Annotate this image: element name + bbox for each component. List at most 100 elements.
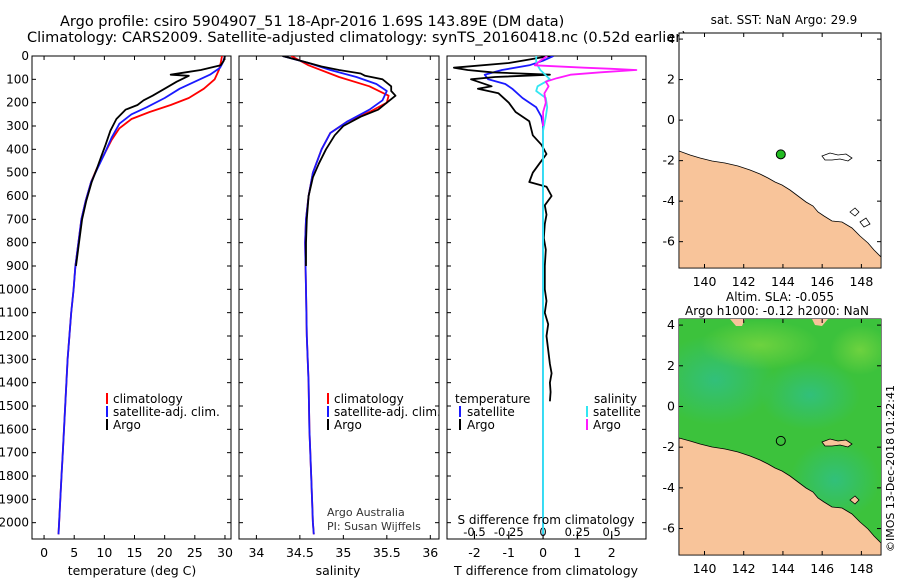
x-tick-label: -1 xyxy=(503,545,515,560)
salinity-legend: climatology satellite-adj. clim. Argo xyxy=(327,392,441,432)
imos-credit: ©IMOS 13-Dec-2018 01:22:41 xyxy=(884,385,897,552)
map-x-tick-label: 144 xyxy=(771,561,795,576)
map-y-tick-label: -4 xyxy=(663,480,676,495)
y-tick-label: 1400 xyxy=(0,376,29,390)
y-tick-label: 1200 xyxy=(0,329,29,343)
x2-tick-label: -0.25 xyxy=(494,525,524,539)
map-x-tick-label: 142 xyxy=(732,561,756,576)
difference-xlabel: T difference from climatology xyxy=(453,563,639,578)
map-bottom-content xyxy=(679,319,881,555)
difference-legend: temperature satellite Argo salinity sate… xyxy=(455,392,641,432)
owner-line-2: PI: Susan Wijffels xyxy=(327,520,421,533)
title-line-2: Climatology: CARS2009. Satellite-adjuste… xyxy=(27,30,687,46)
map-x-tick-label: 146 xyxy=(810,561,834,576)
y-tick-label: 500 xyxy=(6,166,29,180)
salinity-plot-frame xyxy=(238,55,440,540)
map-y-tick-label: 2 xyxy=(667,72,675,87)
map-y-tick-label: -2 xyxy=(663,439,675,454)
legend-label-satellite: satellite-adj. clim. xyxy=(334,405,441,419)
argo-location-marker xyxy=(775,435,786,446)
map-y-tick-label: 0 xyxy=(667,112,675,127)
map-y-tick-label: -4 xyxy=(663,193,676,208)
map-bottom-island xyxy=(849,495,860,505)
series-salinity-satellite xyxy=(535,56,551,535)
x-tick-label: 5 xyxy=(70,545,78,560)
y-tick-label: 1500 xyxy=(0,399,29,413)
series-temperature-argo xyxy=(452,56,553,402)
y-tick-label: 1100 xyxy=(0,306,29,320)
x-tick-label: 1 xyxy=(573,545,581,560)
y-tick-label: 1600 xyxy=(0,422,29,436)
map-x-tick-label: 142 xyxy=(732,274,756,289)
map-y-tick-label: 4 xyxy=(667,317,675,332)
series-argo xyxy=(282,56,397,266)
y-tick-label: 1300 xyxy=(0,352,29,366)
y-tick-label: 100 xyxy=(6,72,29,86)
legend-label-temp-argo: Argo xyxy=(467,418,495,432)
x-tick-label: 10 xyxy=(96,545,112,560)
x-tick-label: 20 xyxy=(157,545,173,560)
map-bottom-island xyxy=(821,438,853,448)
sla-anomaly-high xyxy=(830,325,881,375)
y-tick-label: 900 xyxy=(6,259,29,273)
x-tick-label: 30 xyxy=(217,545,233,560)
map-y-tick-label: -2 xyxy=(663,153,675,168)
salinity-xlabel: salinity xyxy=(316,563,361,578)
map-x-tick-label: 146 xyxy=(810,274,834,289)
y-tick-label: 700 xyxy=(6,212,29,226)
legend-label-argo: Argo xyxy=(334,418,362,432)
legend-title-salinity: salinity xyxy=(594,392,637,406)
map-y-tick-label: 0 xyxy=(667,398,675,413)
legend-label-argo: Argo xyxy=(113,418,141,432)
legend-label-sal-satellite: satellite xyxy=(593,405,641,419)
x-tick-label: 0 xyxy=(40,545,48,560)
map-top-island xyxy=(859,217,871,228)
temperature-legend: climatology satellite-adj. clim. Argo xyxy=(106,392,220,432)
x-tick-label: 34 xyxy=(248,545,264,560)
x-tick-label: 35.5 xyxy=(373,545,401,560)
x-tick-label: 2 xyxy=(608,545,616,560)
map-x-tick-label: 140 xyxy=(693,274,717,289)
map-bottom-title-1: Altim. SLA: -0.055 xyxy=(726,290,834,304)
y-tick-label: 300 xyxy=(6,119,29,133)
sla-anomaly-low xyxy=(760,360,860,430)
x-tick-label: 15 xyxy=(127,545,143,560)
owner-line-1: Argo Australia xyxy=(327,506,405,519)
y-tick-label: 1800 xyxy=(0,469,29,483)
y-tick-label: 1000 xyxy=(0,282,29,296)
x2-tick-label: 0.25 xyxy=(565,525,591,539)
y-tick-label: 800 xyxy=(6,236,29,250)
map-y-tick-label: -6 xyxy=(663,234,676,249)
x-tick-label: 25 xyxy=(187,545,203,560)
x2-tick-label: -0.5 xyxy=(463,525,485,539)
series-argo xyxy=(75,56,226,267)
map-bottom-land xyxy=(679,437,881,555)
y-tick-label: 1900 xyxy=(0,492,29,506)
map-x-tick-label: 148 xyxy=(849,274,873,289)
temperature-plot-frame xyxy=(31,55,232,540)
map-x-tick-label: 140 xyxy=(693,561,717,576)
temperature-xlabel: temperature (deg C) xyxy=(68,563,197,578)
y-tick-label: 200 xyxy=(6,96,29,110)
legend-label-sal-argo: Argo xyxy=(593,418,621,432)
map-bottom-land-north xyxy=(730,319,745,326)
x-tick-label: 35 xyxy=(335,545,351,560)
map-top-island xyxy=(821,152,853,162)
map-x-tick-label: 144 xyxy=(771,274,795,289)
series-salinity-argo xyxy=(533,56,638,126)
legend-label-climatology: climatology xyxy=(113,392,183,406)
x-tick-label: 0 xyxy=(539,545,547,560)
map-x-tick-label: 148 xyxy=(849,561,873,576)
x-tick-label: 34.5 xyxy=(286,545,314,560)
map-y-tick-label: 2 xyxy=(667,358,675,373)
map-bottom-land-north xyxy=(812,319,828,326)
map-bottom-title-2: Argo h1000: -0.12 h2000: NaN xyxy=(685,304,869,318)
legend-label-climatology: climatology xyxy=(334,392,404,406)
legend-label-satellite: satellite-adj. clim. xyxy=(113,405,220,419)
y-tick-label: 600 xyxy=(6,189,29,203)
series-satellite-adj-clim- xyxy=(282,56,388,535)
x-tick-label: -2 xyxy=(468,545,480,560)
map-top-land xyxy=(679,150,881,268)
map-top-content xyxy=(679,150,881,268)
y-tick-label: 0 xyxy=(21,49,29,63)
